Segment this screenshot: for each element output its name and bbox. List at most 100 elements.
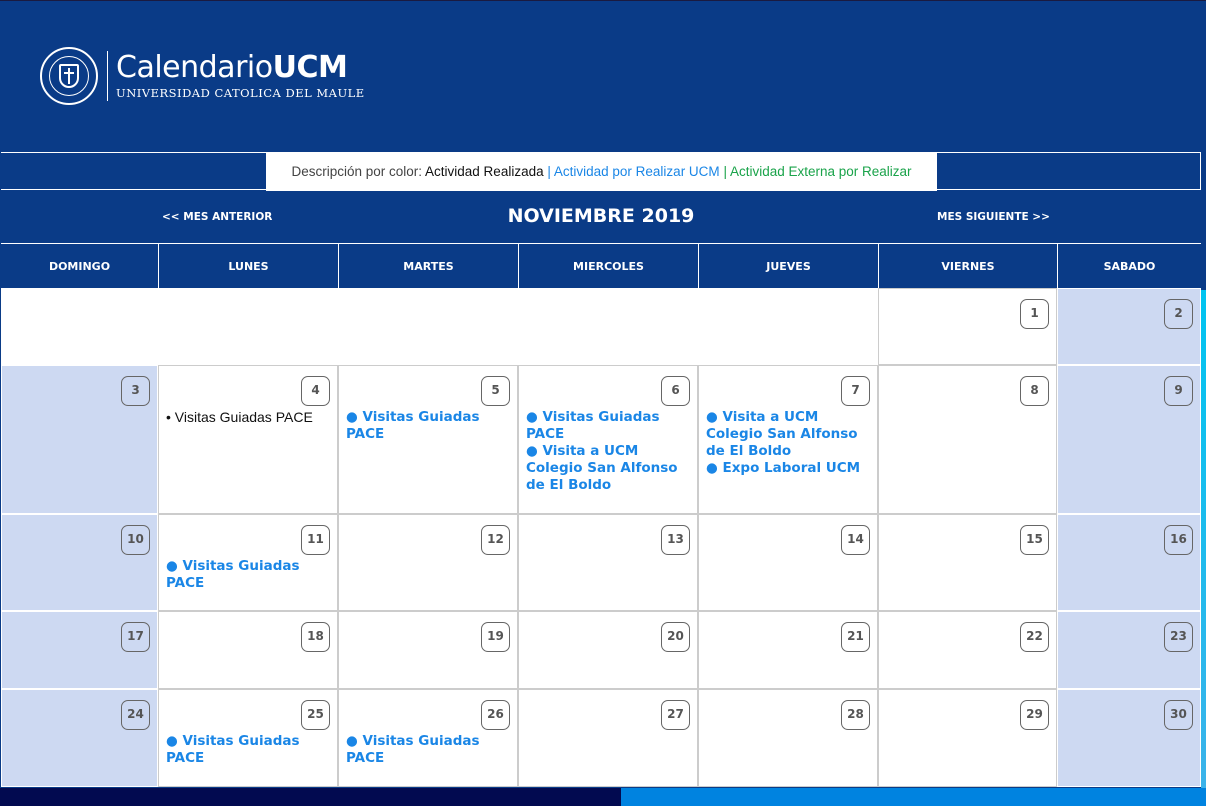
day-cell[interactable]: 7 ● Visita a UCM Colegio San Alfonso de E… (698, 365, 878, 514)
week-row: 3 4 • Visitas Guiadas PACE 5 ● Visitas Guiad… (1, 365, 1201, 514)
day-cell[interactable]: 13 (518, 514, 698, 611)
day-number[interactable]: 21 (841, 622, 870, 652)
day-number[interactable]: 7 (841, 376, 870, 406)
day-number[interactable]: 3 (121, 376, 150, 406)
legend-external: Actividad Externa por Realizar (729, 164, 912, 179)
site-header: CalendarioUCM UNIVERSIDAD CATOLICA DEL M… (0, 0, 1206, 150)
weekday-header: LUNES (158, 243, 338, 288)
day-number[interactable]: 8 (1020, 376, 1049, 406)
day-cell[interactable]: 23 (1057, 611, 1201, 689)
day-cell[interactable]: 20 (518, 611, 698, 689)
day-cell[interactable]: 2 (1057, 288, 1201, 365)
day-number[interactable]: 13 (661, 525, 690, 555)
week-row: 17 18 19 20 21 22 23 (1, 611, 1201, 689)
logo-title: CalendarioUCM (116, 50, 348, 85)
day-cell[interactable]: 24 (1, 689, 158, 787)
day-cell[interactable]: 1 (878, 288, 1057, 365)
event-link[interactable]: ● Expo Laboral UCM (706, 460, 861, 476)
day-cell[interactable]: 4 • Visitas Guiadas PACE (158, 365, 338, 514)
month-title: NOVIEMBRE 2019 (507, 205, 695, 227)
weekday-header: MIERCOLES (518, 243, 698, 288)
next-month-link[interactable]: MES SIGUIENTE >> (937, 211, 1050, 223)
day-number[interactable]: 20 (661, 622, 690, 652)
day-number[interactable]: 5 (481, 376, 510, 406)
day-cell[interactable]: 28 (698, 689, 878, 787)
day-number[interactable]: 30 (1164, 700, 1193, 730)
day-cell[interactable]: 12 (338, 514, 518, 611)
day-number[interactable]: 19 (481, 622, 510, 652)
day-cell[interactable]: 5 ● Visitas Guiadas PACE (338, 365, 518, 514)
day-cell[interactable]: 9 (1057, 365, 1201, 514)
ucm-logo[interactable]: CalendarioUCM UNIVERSIDAD CATOLICA DEL M… (40, 47, 365, 105)
month-navigation: << MES ANTERIOR NOVIEMBRE 2019 MES SIGUI… (1, 192, 1201, 242)
footer-bar-dark (0, 788, 621, 806)
event-link[interactable]: ● Visitas Guiadas PACE (346, 409, 480, 442)
event-link[interactable]: ● Visitas Guiadas PACE (166, 558, 300, 591)
weekday-header: MARTES (338, 243, 518, 288)
day-number[interactable]: 15 (1020, 525, 1049, 555)
day-number[interactable]: 22 (1020, 622, 1049, 652)
event-link[interactable]: ● Visitas Guiadas PACE (346, 733, 480, 766)
day-cell[interactable]: 29 (878, 689, 1057, 787)
day-cell[interactable]: 18 (158, 611, 338, 689)
week-row: 10 11 ● Visitas Guiadas PACE 12 13 14 15 16 (1, 514, 1201, 611)
day-number[interactable]: 14 (841, 525, 870, 555)
day-cell[interactable]: 25 ● Visitas Guiadas PACE (158, 689, 338, 787)
day-cell[interactable]: 11 ● Visitas Guiadas PACE (158, 514, 338, 611)
day-cell[interactable]: 22 (878, 611, 1057, 689)
day-number[interactable]: 17 (121, 622, 150, 652)
day-cell[interactable]: 30 (1057, 689, 1201, 787)
footer-bar-light (621, 788, 1206, 806)
day-cell[interactable]: 3 (1, 365, 158, 514)
calendar-grid: DOMINGO LUNES MARTES MIERCOLES JUEVES VIERNES… (1, 243, 1201, 787)
day-number[interactable]: 16 (1164, 525, 1193, 555)
logo-divider (107, 51, 108, 101)
legend-ucm: Actividad por Realizar UCM (553, 164, 720, 179)
day-number[interactable]: 27 (661, 700, 690, 730)
event-link[interactable]: ● Visita a UCM Colegio San Alfonso de El… (526, 443, 678, 493)
legend-prefix: Descripción por color: (291, 164, 423, 179)
day-number[interactable]: 26 (481, 700, 510, 730)
day-number[interactable]: 28 (841, 700, 870, 730)
day-number[interactable]: 11 (301, 525, 330, 555)
previous-month-link[interactable]: << MES ANTERIOR (162, 211, 273, 223)
scroll-edge (1201, 290, 1206, 788)
day-number[interactable]: 25 (301, 700, 330, 730)
day-number[interactable]: 18 (301, 622, 330, 652)
day-number[interactable]: 2 (1164, 299, 1193, 329)
day-cell[interactable]: 21 (698, 611, 878, 689)
event-link[interactable]: ● Visita a UCM Colegio San Alfonso de El… (706, 409, 858, 459)
day-number[interactable]: 10 (121, 525, 150, 555)
day-number[interactable]: 1 (1020, 299, 1049, 329)
legend-separator: | (543, 164, 554, 179)
day-number[interactable]: 9 (1164, 376, 1193, 406)
color-legend-row: Descripción por color: Actividad Realiza… (1, 152, 1201, 191)
day-cell[interactable]: 27 (518, 689, 698, 787)
week-row: 24 25 ● Visitas Guiadas PACE 26 ● Visitas Gu… (1, 689, 1201, 787)
event-link[interactable]: ● Visitas Guiadas PACE (526, 409, 660, 442)
legend-done: Actividad Realizada (425, 164, 544, 179)
day-cell[interactable]: 15 (878, 514, 1057, 611)
day-number[interactable]: 24 (121, 700, 150, 730)
event-link[interactable]: ● Visitas Guiadas PACE (166, 733, 300, 766)
day-cell[interactable]: 17 (1, 611, 158, 689)
day-number[interactable]: 4 (301, 376, 330, 406)
day-cell[interactable]: 16 (1057, 514, 1201, 611)
day-number[interactable]: 23 (1164, 622, 1193, 652)
weekday-header: SABADO (1057, 243, 1201, 288)
day-cell[interactable]: 19 (338, 611, 518, 689)
empty-cell (1, 288, 878, 365)
logo-subtitle: UNIVERSIDAD CATOLICA DEL MAULE (116, 86, 365, 100)
day-cell[interactable]: 6 ● Visitas Guiadas PACE ● Visita a UCM Co… (518, 365, 698, 514)
day-cell[interactable]: 14 (698, 514, 878, 611)
weekday-header: VIERNES (878, 243, 1057, 288)
weekday-header: JUEVES (698, 243, 878, 288)
day-number[interactable]: 29 (1020, 700, 1049, 730)
day-cell[interactable]: 8 (878, 365, 1057, 514)
day-number[interactable]: 6 (661, 376, 690, 406)
event-link[interactable]: • Visitas Guiadas PACE (166, 409, 313, 425)
day-cell[interactable]: 26 ● Visitas Guiadas PACE (338, 689, 518, 787)
day-cell[interactable]: 10 (1, 514, 158, 611)
day-number[interactable]: 12 (481, 525, 510, 555)
